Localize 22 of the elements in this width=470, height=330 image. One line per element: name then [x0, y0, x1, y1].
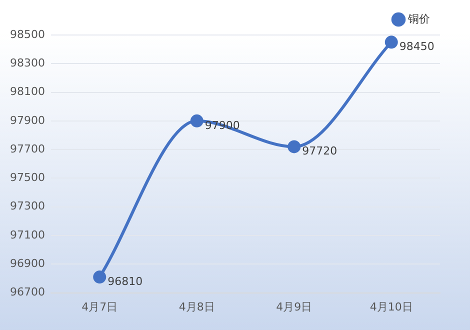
point: [288, 140, 301, 154]
y-tick-label: 97100: [10, 228, 45, 242]
y-tick-label: 98300: [10, 56, 45, 70]
data-label: 97720: [302, 144, 338, 158]
point: [190, 114, 204, 128]
y-tick-label: 98500: [10, 28, 45, 41]
legend-label: 铜价: [407, 12, 430, 26]
data-label: 98450: [399, 40, 434, 54]
y-tick-label: 96900: [10, 257, 45, 270]
y-tick-label: 98100: [10, 85, 45, 98]
y-tick-label: 97300: [10, 200, 45, 213]
y-tick-label: 97700: [10, 142, 45, 156]
y-tick-label: 96700: [10, 286, 45, 299]
x-tick-label: 4月8日: [178, 300, 215, 314]
x-tick-label: 4月10日: [370, 300, 413, 314]
data-label: 96810: [108, 274, 143, 288]
x-tick-label: 4月9日: [276, 300, 312, 314]
y-tick-label: 97500: [10, 171, 45, 184]
point: [384, 36, 398, 49]
x-tick-label: 4月7日: [82, 300, 118, 314]
y-tick-label: 97900: [10, 114, 45, 127]
point: [93, 270, 106, 284]
